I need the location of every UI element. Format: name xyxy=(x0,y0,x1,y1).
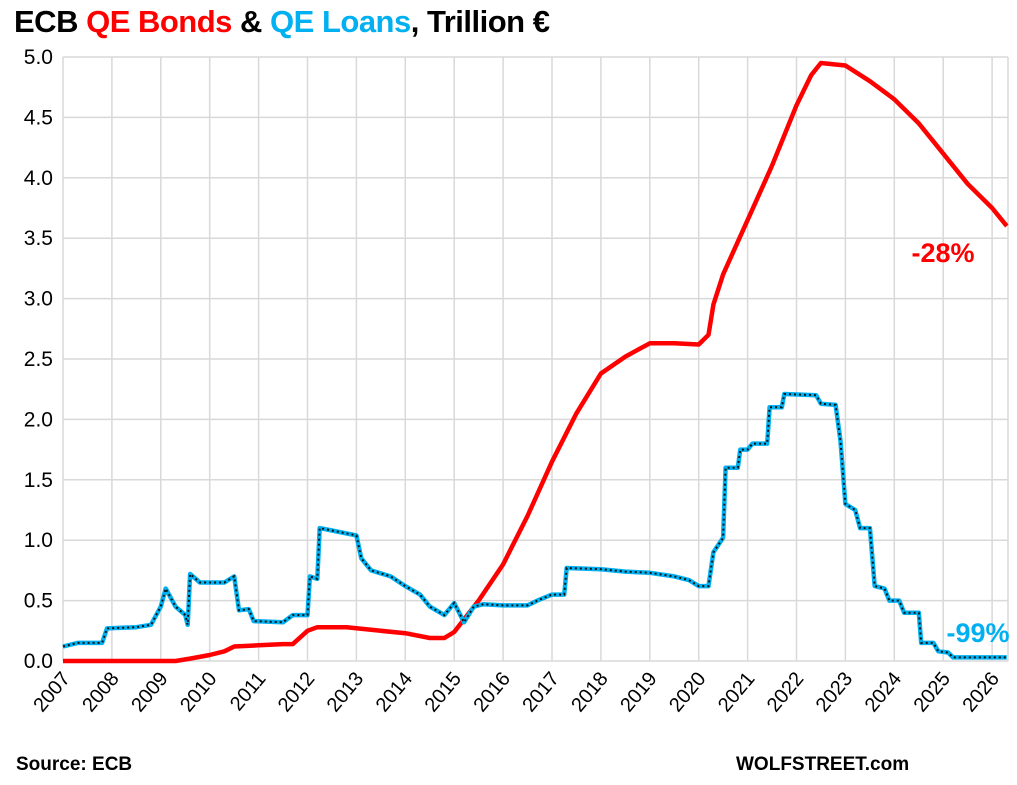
credit-label: WOLFSTREET.com xyxy=(736,754,910,775)
series-line-qe-bonds xyxy=(63,60,1009,664)
y-tick-label: 5.0 xyxy=(24,46,53,69)
y-tick-label: 1.0 xyxy=(24,529,53,552)
title-unit: , Trillion € xyxy=(410,4,550,39)
x-tick-label: 2015 xyxy=(421,668,466,716)
x-tick-label: 2012 xyxy=(274,668,319,716)
x-tick-label: 2018 xyxy=(567,668,612,716)
source-label: Source: ECB xyxy=(16,754,133,775)
title-bonds: QE Bonds xyxy=(86,4,232,39)
title-loans: QE Loans xyxy=(270,4,411,39)
annotation-bonds-change: -28% xyxy=(911,238,974,268)
x-tick-label: 2007 xyxy=(29,668,74,716)
x-tick-label: 2017 xyxy=(518,668,563,716)
series-markers-qe-loans xyxy=(62,392,1007,659)
x-tick-label: 2016 xyxy=(469,668,514,716)
x-tick-label: 2008 xyxy=(78,668,123,716)
x-tick-label: 2011 xyxy=(226,668,271,715)
x-tick-label: 2026 xyxy=(958,668,1003,716)
x-tick-label: 2022 xyxy=(763,668,808,716)
x-tick-label: 2013 xyxy=(323,668,368,716)
y-tick-label: 2.5 xyxy=(24,348,53,371)
y-tick-label: 3.5 xyxy=(24,227,53,250)
x-tick-label: 2024 xyxy=(861,668,906,716)
y-tick-label: 0.0 xyxy=(24,650,53,673)
chart-title: ECB QE Bonds & QE Loans, Trillion € xyxy=(14,4,550,40)
annotation-loans-change: -99% xyxy=(946,618,1009,648)
x-tick-label: 2020 xyxy=(665,668,710,716)
x-tick-label: 2014 xyxy=(372,668,417,716)
x-tick-label: 2025 xyxy=(910,668,955,716)
y-tick-label: 2.0 xyxy=(24,408,53,431)
y-tick-label: 3.0 xyxy=(24,288,53,311)
y-tick-label: 4.5 xyxy=(24,106,53,129)
title-amp: & xyxy=(231,4,271,39)
x-tick-label: 2009 xyxy=(127,668,172,716)
x-tick-label: 2010 xyxy=(176,668,221,716)
y-tick-label: 4.0 xyxy=(24,167,53,190)
x-tick-label: 2023 xyxy=(812,668,857,716)
series-line-qe-loans xyxy=(62,391,1007,660)
x-tick-label: 2021 xyxy=(714,668,759,716)
title-ecb: ECB xyxy=(14,4,87,39)
x-tick-label: 2019 xyxy=(616,668,661,716)
y-tick-label: 0.5 xyxy=(24,590,53,613)
y-tick-label: 1.5 xyxy=(24,469,53,492)
